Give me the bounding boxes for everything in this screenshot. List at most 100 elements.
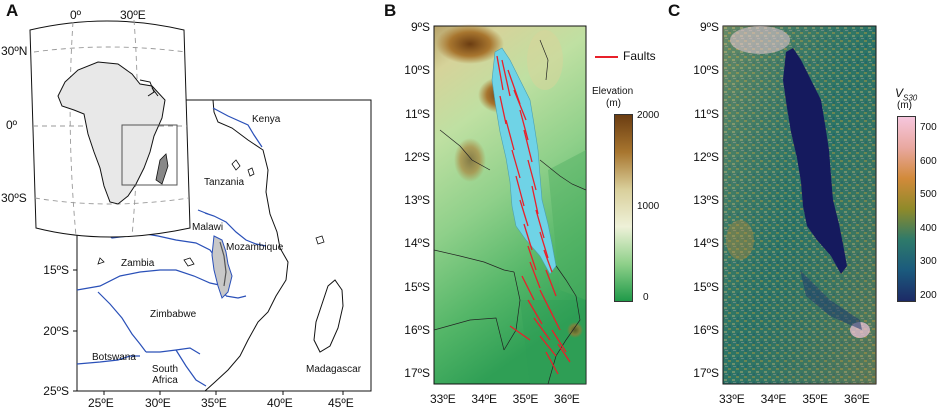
elevation-lat-label: 9ºS xyxy=(410,20,430,34)
lat-label: 25ºS xyxy=(43,384,69,398)
fault-line xyxy=(527,245,537,271)
elevation-lon-label: 36ºE xyxy=(554,392,580,406)
fault-line xyxy=(557,343,571,363)
inset-lat-label: 0º xyxy=(6,118,18,132)
vs30-lon-label: 35ºE xyxy=(802,392,829,406)
elevation-lat-label: 14ºS xyxy=(404,236,430,251)
vs30-lat-label: 11ºS xyxy=(694,106,719,121)
elevation-lon-label: 33ºE xyxy=(430,392,456,406)
fault-line xyxy=(521,275,535,301)
vs30-lat-label: 17ºS xyxy=(693,366,719,380)
vs30-tick: 400 xyxy=(920,222,937,234)
fault-line xyxy=(523,223,533,251)
elevation-lat-label: 16ºS xyxy=(404,322,430,337)
country-label-south-africa: South Africa xyxy=(151,364,179,386)
vs30-tick: 300 xyxy=(920,256,937,267)
panel-letter-c: C xyxy=(668,1,681,20)
inset-lat-label: 30ºS xyxy=(1,191,27,205)
vs30-lat-label: 14ºS xyxy=(693,236,719,251)
elevation-lat-label: 17ºS xyxy=(404,366,430,380)
vs30-lat-label: 12ºS xyxy=(693,149,719,164)
coastline xyxy=(204,99,289,392)
malawi-shape xyxy=(211,235,233,299)
vs30-tick: 500 xyxy=(920,189,937,200)
lon-label: 25ºE xyxy=(88,396,114,410)
fault-line xyxy=(545,351,559,375)
fault-line xyxy=(545,269,557,297)
fault-line xyxy=(505,119,515,151)
inset-lat-label: 30ºN xyxy=(1,44,28,58)
elevation-lat-label: 12ºS xyxy=(404,149,430,164)
lake-malawi xyxy=(491,47,557,275)
country-label-botswana: Botswana xyxy=(92,352,136,363)
elevation-lat-label: 15ºS xyxy=(404,279,430,294)
fault-line xyxy=(529,261,541,289)
vs30-lat-label: 13ºS xyxy=(693,193,719,207)
fault-line xyxy=(535,209,545,239)
elevation-colorbar xyxy=(614,114,633,302)
fault-line xyxy=(519,199,529,227)
vs30-colorbar-title: VS30 xyxy=(895,86,918,103)
madagascar-outline xyxy=(313,279,344,353)
lon-label: 45ºE xyxy=(328,396,354,410)
elevation-tick: 2000 xyxy=(637,110,660,121)
fault-line xyxy=(543,249,553,273)
fault-line xyxy=(531,185,539,215)
vs30-tick: 700 xyxy=(920,122,937,133)
vs30-lat-label: 10ºS xyxy=(693,63,719,78)
africa-outline xyxy=(57,61,166,205)
vs30-lon-label: 36ºE xyxy=(844,392,870,406)
country-label-madagascar: Madagascar xyxy=(306,364,362,375)
fault-line xyxy=(499,95,507,125)
vs30-lat-label: 15ºS xyxy=(693,279,719,294)
vs30-lon-label: 33ºE xyxy=(719,392,745,406)
fault-line xyxy=(509,325,531,341)
panel-letter-b: B xyxy=(384,1,397,20)
fault-line xyxy=(539,335,557,357)
fault-line xyxy=(527,299,543,325)
elevation-colorbar-unit: (m) xyxy=(606,98,621,109)
lon-label: 35ºE xyxy=(201,396,227,410)
elevation-lon-label: 34ºE xyxy=(471,392,498,406)
fault-line xyxy=(539,231,549,259)
fault-line xyxy=(527,159,537,191)
elevation-lat-label: 11ºS xyxy=(405,106,430,121)
fault-line xyxy=(533,317,551,341)
fault-line xyxy=(523,129,533,163)
panel-letter-a: A xyxy=(6,1,19,20)
regional-map-ticks xyxy=(73,269,344,395)
country-label-tanzania: Tanzania xyxy=(204,177,245,188)
country-label-zambia: Zambia xyxy=(121,258,155,269)
vs30-lat-label: 9ºS xyxy=(699,20,719,34)
vs30-colorbar xyxy=(897,116,916,302)
fault-line xyxy=(511,149,521,179)
inset-lon-label: 30ºE xyxy=(120,8,146,22)
elevation-lat-label: 10ºS xyxy=(404,63,430,78)
elevation-lon-label: 35ºE xyxy=(512,392,539,406)
fault-line xyxy=(519,109,529,141)
country-label-kenya: Kenya xyxy=(252,114,281,125)
inset-globe xyxy=(29,19,191,238)
elevation-colorbar-title: Elevation xyxy=(592,86,634,97)
fault-line xyxy=(496,55,504,91)
country-label-malawi: Malawi xyxy=(192,222,224,233)
fault-line xyxy=(547,305,561,331)
vs30-tick: 200 xyxy=(920,289,937,301)
fault-line xyxy=(551,329,567,353)
fault-line xyxy=(515,175,525,207)
faults xyxy=(496,55,571,375)
vs30-lat-label: 16ºS xyxy=(693,322,719,337)
fault-line xyxy=(513,89,527,121)
lon-label: 30ºE xyxy=(145,396,171,410)
vs30-tick: 600 xyxy=(920,155,937,167)
elevation-tick: 1000 xyxy=(637,201,660,212)
elevation-lat-label: 13ºS xyxy=(404,193,430,207)
vs30-lon-label: 34ºE xyxy=(760,392,787,406)
inset-lon-label: 0º xyxy=(70,8,82,22)
vs30-colorbar-unit: (m) xyxy=(897,100,912,111)
country-label-zimbabwe: Zimbabwe xyxy=(150,309,197,320)
faults-legend-label: Faults xyxy=(623,49,656,63)
